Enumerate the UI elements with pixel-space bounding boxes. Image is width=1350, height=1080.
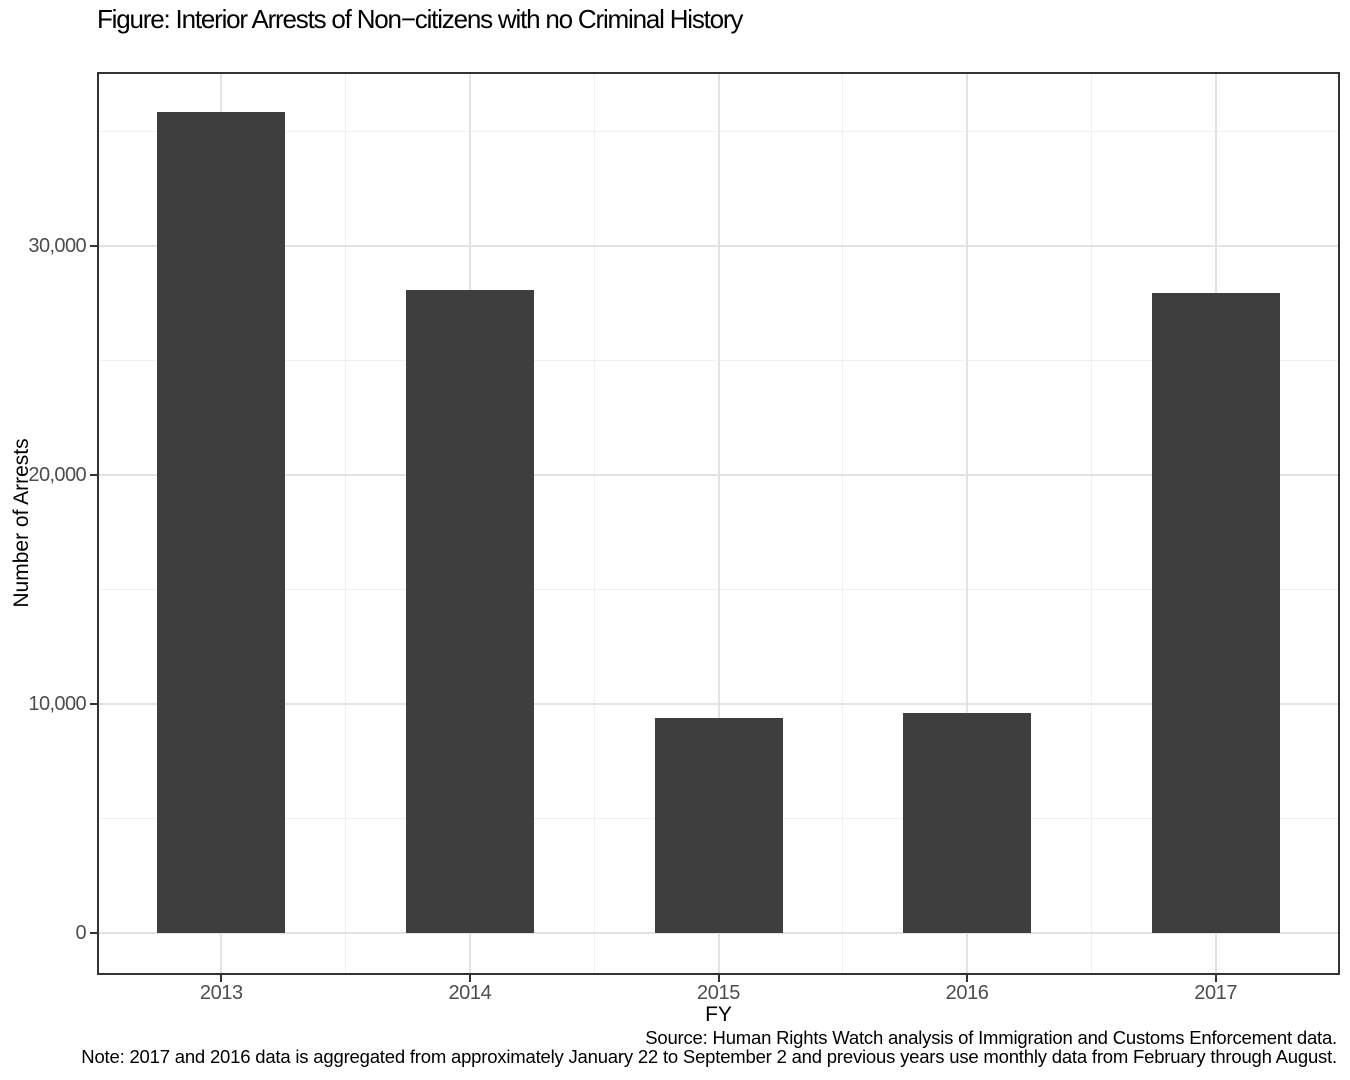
gridline-minor-v [1090, 72, 1092, 975]
gridline-minor-v [842, 72, 844, 975]
plot-panel [97, 72, 1340, 975]
gridline-minor-v [345, 72, 347, 975]
x-tick-label: 2016 [945, 982, 989, 1004]
bar-2014 [405, 289, 534, 933]
caption-note: Note: 2017 and 2016 data is aggregated f… [81, 1046, 1337, 1067]
y-tick-label: 0 [75, 922, 86, 944]
x-axis-tick [468, 975, 471, 982]
x-tick-label: 2017 [1194, 982, 1238, 1004]
caption-source: Source: Human Rights Watch analysis of I… [645, 1027, 1337, 1048]
bar-2015 [654, 717, 783, 933]
gridline-minor-v [593, 72, 595, 975]
y-axis-tick [90, 932, 97, 934]
bar-2013 [157, 112, 286, 933]
x-tick-label: 2015 [697, 982, 740, 1004]
chart-title: Figure: Interior Arrests of Non−citizens… [97, 4, 743, 34]
y-tick-label: 20,000 [28, 464, 86, 486]
x-axis-tick [966, 975, 969, 982]
y-tick-label: 30,000 [28, 235, 86, 257]
y-axis-tick [90, 474, 97, 476]
y-axis-label: Number of Arrests [10, 438, 33, 608]
x-axis-tick [220, 975, 223, 982]
x-axis-tick [717, 975, 720, 982]
x-axis-label: FY [705, 1003, 732, 1026]
x-axis-tick [1214, 975, 1217, 982]
y-axis-tick [90, 703, 97, 705]
x-tick-label: 2014 [448, 982, 492, 1004]
y-tick-label: 10,000 [28, 693, 86, 715]
bar-2016 [903, 713, 1032, 933]
gridline-major-v [966, 72, 969, 975]
y-axis-tick [90, 245, 97, 247]
bar-2017 [1151, 292, 1280, 933]
gridline-major-v [717, 72, 720, 975]
x-tick-label: 2013 [199, 982, 243, 1004]
